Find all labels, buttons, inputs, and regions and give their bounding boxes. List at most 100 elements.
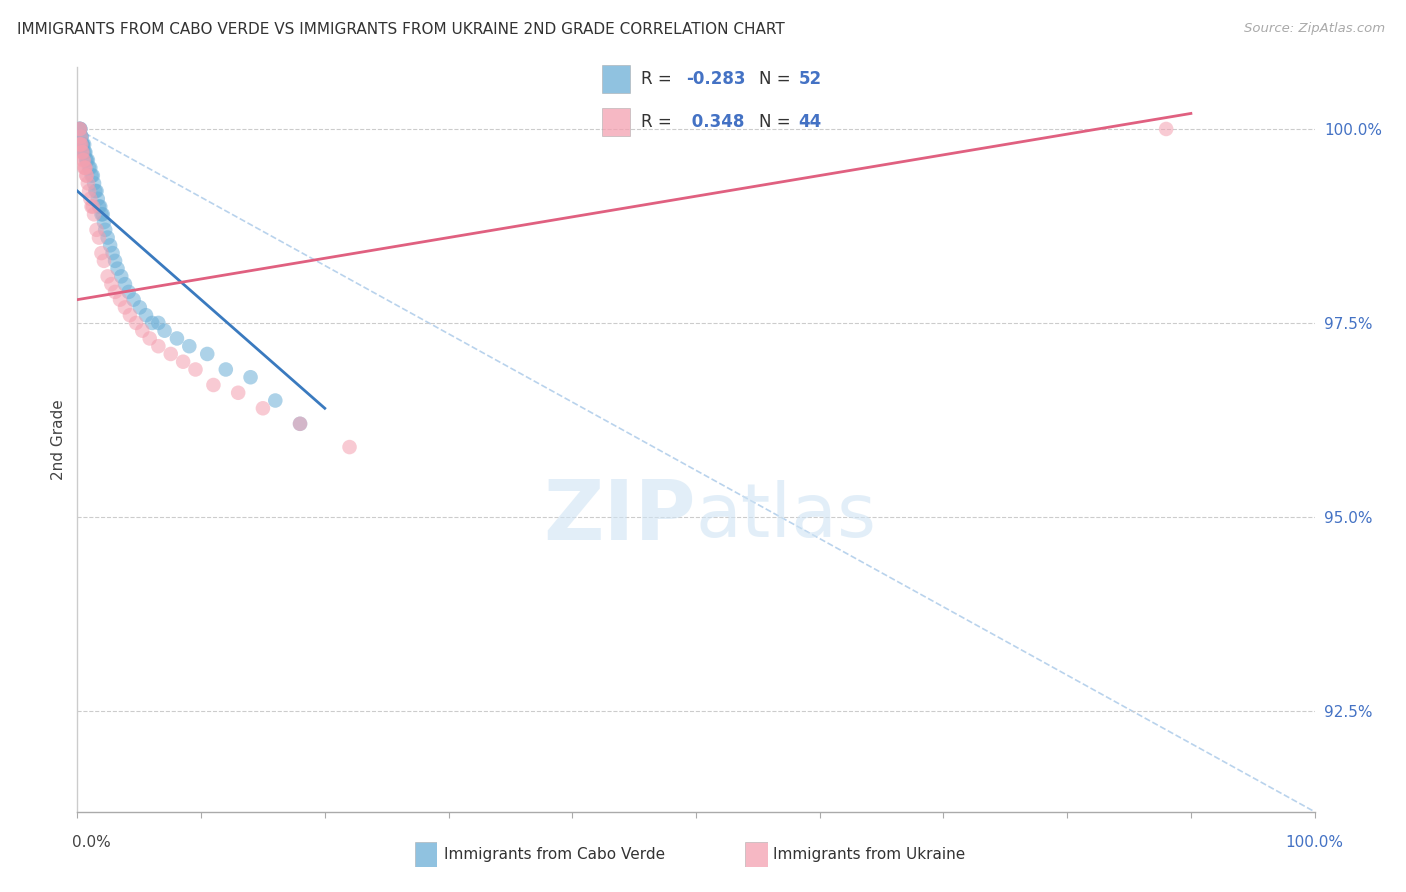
Point <box>76 169 98 183</box>
Point <box>82 200 104 214</box>
Point <box>75 145 97 160</box>
Point <box>70 137 93 152</box>
Point <box>83 207 105 221</box>
Text: Immigrants from Ukraine: Immigrants from Ukraine <box>773 847 966 862</box>
Point <box>73 161 96 175</box>
Point <box>69 122 91 136</box>
Point <box>73 161 96 175</box>
Point <box>79 161 101 175</box>
Point <box>104 285 127 299</box>
Point <box>69 122 91 136</box>
Point <box>125 316 148 330</box>
Point <box>98 238 121 252</box>
Point <box>73 137 96 152</box>
Point <box>76 153 98 167</box>
Point <box>79 192 101 206</box>
Point <box>72 145 94 160</box>
Point <box>226 385 249 400</box>
Point <box>77 161 100 175</box>
Point <box>122 293 145 307</box>
Text: 44: 44 <box>799 113 823 131</box>
Y-axis label: 2nd Grade: 2nd Grade <box>51 399 66 480</box>
Point <box>141 316 163 330</box>
Point <box>114 277 136 292</box>
Point <box>107 261 129 276</box>
Text: ZIP: ZIP <box>544 476 696 558</box>
Text: IMMIGRANTS FROM CABO VERDE VS IMMIGRANTS FROM UKRAINE 2ND GRADE CORRELATION CHAR: IMMIGRANTS FROM CABO VERDE VS IMMIGRANTS… <box>17 22 785 37</box>
Point <box>166 331 188 345</box>
Point <box>97 269 120 284</box>
Point <box>69 122 91 136</box>
Point <box>264 393 287 408</box>
Point <box>83 176 105 190</box>
Point <box>339 440 361 454</box>
Point <box>87 230 110 244</box>
Point <box>195 347 218 361</box>
Point <box>118 308 141 322</box>
Point <box>67 122 90 136</box>
Point <box>114 301 136 315</box>
Text: 52: 52 <box>799 70 821 87</box>
Text: R =: R = <box>641 70 678 87</box>
Point <box>184 362 207 376</box>
Point <box>87 200 110 214</box>
Point <box>110 269 132 284</box>
Point <box>118 285 141 299</box>
Point <box>72 137 94 152</box>
Point <box>77 184 100 198</box>
Text: 0.0%: 0.0% <box>72 836 111 850</box>
Point <box>94 223 117 237</box>
Point <box>1154 122 1177 136</box>
Point <box>104 253 127 268</box>
Point <box>148 339 170 353</box>
Text: 100.0%: 100.0% <box>1285 836 1344 850</box>
Point <box>202 378 225 392</box>
Point <box>101 246 124 260</box>
Point <box>159 347 181 361</box>
Point <box>75 169 97 183</box>
Point <box>69 122 91 136</box>
Point <box>172 355 194 369</box>
Text: R =: R = <box>641 113 678 131</box>
Point <box>128 301 150 315</box>
Point <box>72 145 94 160</box>
Point <box>69 129 91 144</box>
Point <box>80 200 103 214</box>
Point <box>135 308 157 322</box>
Bar <box>602 65 630 93</box>
Point <box>73 153 96 167</box>
Point <box>100 277 122 292</box>
Point <box>70 145 93 160</box>
Point <box>75 153 97 167</box>
Point <box>288 417 311 431</box>
Text: N =: N = <box>759 113 796 131</box>
Text: atlas: atlas <box>696 481 877 553</box>
Point <box>91 207 114 221</box>
Point <box>153 324 176 338</box>
Point <box>108 293 131 307</box>
Point <box>148 316 170 330</box>
Point <box>80 169 103 183</box>
Text: Immigrants from Cabo Verde: Immigrants from Cabo Verde <box>444 847 665 862</box>
Point <box>70 137 93 152</box>
Point <box>138 331 160 345</box>
Point <box>87 192 110 206</box>
Point <box>131 324 153 338</box>
Point <box>239 370 262 384</box>
Point <box>69 129 91 144</box>
Text: N =: N = <box>759 70 796 87</box>
Point <box>70 129 93 144</box>
Point <box>76 176 98 190</box>
Point <box>76 153 98 167</box>
Point <box>69 122 91 136</box>
Point <box>252 401 274 416</box>
Point <box>73 145 96 160</box>
Point <box>93 215 115 229</box>
Point <box>70 129 93 144</box>
Point <box>67 137 90 152</box>
Point <box>179 339 201 353</box>
Point <box>75 161 97 175</box>
Point <box>72 137 94 152</box>
Text: -0.283: -0.283 <box>686 70 745 87</box>
Text: Source: ZipAtlas.com: Source: ZipAtlas.com <box>1244 22 1385 36</box>
